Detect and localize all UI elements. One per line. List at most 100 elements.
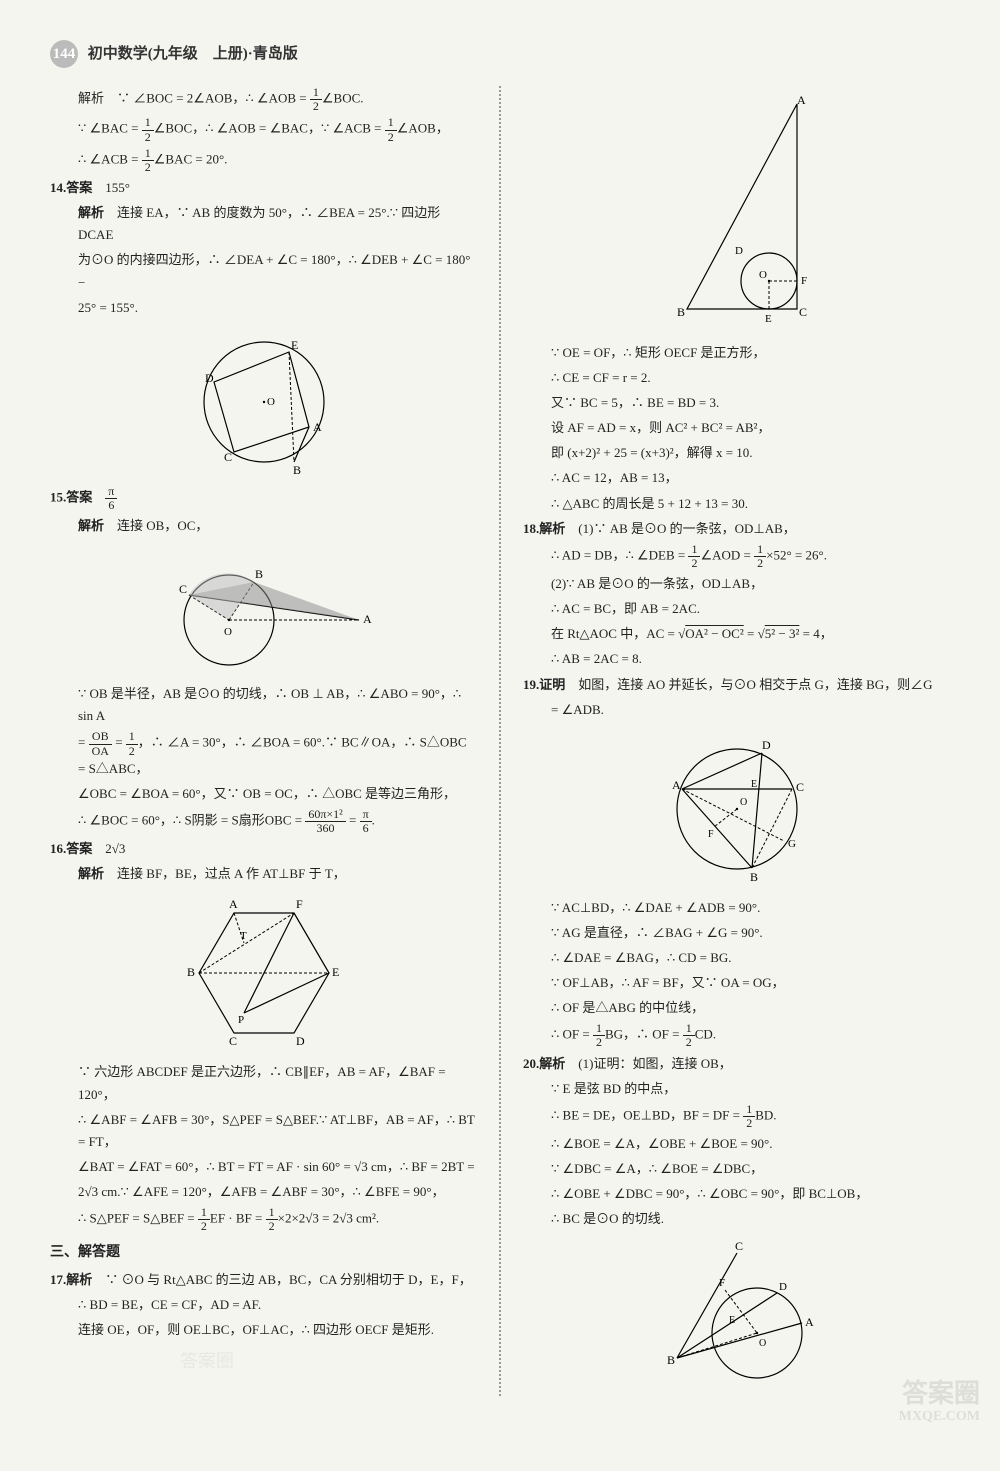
q14-answer: 14.答案 155° bbox=[50, 177, 477, 199]
svg-text:B: B bbox=[750, 870, 758, 884]
q14-jx2: 为⊙O 的内接四边形，∴ ∠DEA + ∠C = 180°，∴ ∠DEB + ∠… bbox=[50, 249, 477, 293]
q17-r4: 设 AF = AD = x，则 AC² + BC² = AB²， bbox=[523, 417, 950, 439]
q16-figure: A F E D C B T P bbox=[50, 893, 477, 1053]
q19-r2: ∵ AG 是直径，∴ ∠BAG + ∠G = 90°. bbox=[523, 922, 950, 944]
q18-l4: ∴ AC = BC，即 AB = 2AC. bbox=[523, 598, 950, 620]
q15-l3: ∠OBC = ∠BOA = 60°，又∵ OB = OC，∴ △OBC 是等边三… bbox=[50, 783, 477, 805]
q20-jx: 20.解析 (1)证明：如图，连接 OB， bbox=[523, 1053, 950, 1075]
q13-l1: 解析 ∵ ∠BOC = 2∠AOB，∴ ∠AOB = 12∠BOC. bbox=[50, 86, 477, 113]
q20-l6: ∴ ∠OBE + ∠DBC = 90°，∴ ∠OBC = 90°，即 BC⊥OB… bbox=[523, 1183, 950, 1205]
q16-l3: ∠BAT = ∠FAT = 60°，∴ BT = FT = AF · sin 6… bbox=[50, 1156, 477, 1178]
right-column: A B C D E F O ∵ OE = OF，∴ 矩形 OECF 是正方形， … bbox=[523, 86, 950, 1396]
svg-text:A: A bbox=[805, 1315, 814, 1329]
q20-figure: C B A D F E O bbox=[523, 1238, 950, 1388]
svg-text:G: G bbox=[788, 838, 796, 850]
svg-text:O: O bbox=[267, 396, 275, 408]
q17-l3: 连接 OE，OF，则 OE⊥BC，OF⊥AC，∴ 四边形 OECF 是矩形. bbox=[50, 1319, 477, 1341]
q20-l5: ∵ ∠DBC = ∠A，∴ ∠BOE = ∠DBC， bbox=[523, 1158, 950, 1180]
svg-text:C: C bbox=[735, 1239, 743, 1253]
svg-text:E: E bbox=[729, 1315, 735, 1326]
svg-text:T: T bbox=[240, 930, 247, 942]
q17-r6: ∴ AC = 12，AB = 13， bbox=[523, 467, 950, 489]
watermark: 答案圈 MXQE.COM bbox=[899, 1380, 980, 1424]
svg-text:F: F bbox=[296, 897, 303, 911]
svg-text:D: D bbox=[205, 371, 214, 385]
q19-r3: ∴ ∠DAE = ∠BAG，∴ CD = BG. bbox=[523, 947, 950, 969]
watermark-l2: MXQE.COM bbox=[899, 1409, 980, 1424]
q14-jx1: 解析 连接 EA，∵ AB 的度数为 50°，∴ ∠BEA = 25°.∵ 四边… bbox=[50, 202, 477, 246]
svg-text:P: P bbox=[238, 1014, 244, 1026]
faint-watermark: 答案圈 bbox=[180, 1346, 234, 1377]
q14-jx3: 25° = 155°. bbox=[50, 297, 477, 319]
q16-l2: ∴ ∠ABF = ∠AFB = 30°，S△PEF = S△BEF.∵ AT⊥B… bbox=[50, 1109, 477, 1153]
page-title: 初中数学(九年级 上册)·青岛版 bbox=[88, 46, 298, 62]
left-column: 解析 ∵ ∠BOC = 2∠AOB，∴ ∠AOB = 12∠BOC. ∵ ∠BA… bbox=[50, 86, 477, 1396]
svg-text:D: D bbox=[762, 738, 771, 752]
q16-jx: 解析 连接 BF，BE，过点 A 作 AT⊥BF 于 T， bbox=[50, 863, 477, 885]
q19-l2: = ∠ADB. bbox=[523, 699, 950, 721]
q19-r6: ∴ OF = 12BG，∴ OF = 12CD. bbox=[523, 1022, 950, 1049]
svg-text:B: B bbox=[293, 463, 301, 477]
svg-text:B: B bbox=[255, 567, 263, 581]
svg-text:A: A bbox=[229, 897, 238, 911]
q18-jx: 18.解析 (1)∵ AB 是⊙O 的一条弦，OD⊥AB， bbox=[523, 518, 950, 540]
q15-figure: C B A O bbox=[50, 545, 477, 675]
svg-text:E: E bbox=[765, 313, 772, 325]
svg-text:C: C bbox=[796, 780, 804, 794]
q18-l2: ∴ AD = DB，∴ ∠DEB = 12∠AOD = 12×52° = 26°… bbox=[523, 543, 950, 570]
q15-answer: 15.答案 π6 bbox=[50, 485, 477, 512]
svg-text:B: B bbox=[667, 1353, 675, 1367]
q15-l2: = OBOA = 12，∴ ∠A = 30°，∴ ∠BOA = 60°.∵ BC… bbox=[50, 730, 477, 779]
q20-l4: ∴ ∠BOE = ∠A，∠OBE + ∠BOE = 90°. bbox=[523, 1133, 950, 1155]
q19-r4: ∵ OF⊥AB，∴ AF = BF，又∵ OA = OG， bbox=[523, 972, 950, 994]
svg-text:O: O bbox=[759, 1338, 766, 1349]
q16-l5: ∴ S△PEF = S△BEF = 12EF · BF = 12×2×2√3 =… bbox=[50, 1206, 477, 1233]
svg-text:F: F bbox=[708, 829, 714, 840]
svg-text:F: F bbox=[801, 275, 807, 287]
q20-l2: ∵ E 是弦 BD 的中点， bbox=[523, 1078, 950, 1100]
two-columns: 解析 ∵ ∠BOC = 2∠AOB，∴ ∠AOB = 12∠BOC. ∵ ∠BA… bbox=[50, 86, 950, 1396]
svg-text:B: B bbox=[677, 305, 685, 319]
svg-text:A: A bbox=[797, 94, 806, 107]
q19-r5: ∴ OF 是△ABG 的中位线， bbox=[523, 997, 950, 1019]
q15-l1: ∵ OB 是半径，AB 是⊙O 的切线，∴ OB ⊥ AB，∴ ∠ABO = 9… bbox=[50, 683, 477, 727]
q15-jx: 解析 连接 OB，OC， bbox=[50, 515, 477, 537]
q17-r2: ∴ CE = CF = r = 2. bbox=[523, 367, 950, 389]
svg-text:D: D bbox=[296, 1034, 305, 1048]
q17-r1: ∵ OE = OF，∴ 矩形 OECF 是正方形， bbox=[523, 342, 950, 364]
q17-r5: 即 (x+2)² + 25 = (x+3)²，解得 x = 10. bbox=[523, 442, 950, 464]
svg-text:B: B bbox=[187, 965, 195, 979]
watermark-l1: 答案圈 bbox=[899, 1380, 980, 1409]
svg-text:O: O bbox=[759, 269, 767, 281]
svg-text:A: A bbox=[313, 420, 322, 434]
q18-l6: ∴ AB = 2AC = 8. bbox=[523, 648, 950, 670]
q19-figure: A D C B G O E F bbox=[523, 729, 950, 889]
q17-r3: 又∵ BC = 5，∴ BE = BD = 3. bbox=[523, 392, 950, 414]
svg-text:A: A bbox=[363, 612, 372, 626]
q17-jx: 17.解析 ∵ ⊙O 与 Rt△ABC 的三边 AB，BC，CA 分别相切于 D… bbox=[50, 1269, 477, 1291]
q14-figure: D E A C B O bbox=[50, 327, 477, 477]
q15-l4: ∴ ∠BOC = 60°，∴ S阴影 = S扇形OBC = 60π×1²360 … bbox=[50, 808, 477, 835]
q17-l2: ∴ BD = BE，CE = CF，AD = AF. bbox=[50, 1294, 477, 1316]
svg-text:O: O bbox=[224, 626, 232, 638]
q19-zm: 19.证明 如图，连接 AO 并延长，与⊙O 相交于点 G，连接 BG，则∠G bbox=[523, 674, 950, 696]
q18-l3: (2)∵ AB 是⊙O 的一条弦，OD⊥AB， bbox=[523, 573, 950, 595]
svg-text:C: C bbox=[229, 1034, 237, 1048]
q17-figure: A B C D E F O bbox=[523, 94, 950, 334]
svg-text:D: D bbox=[735, 245, 743, 257]
svg-text:A: A bbox=[672, 778, 681, 792]
column-divider bbox=[499, 86, 501, 1396]
svg-text:E: E bbox=[291, 338, 298, 352]
q16-l1: ∵ 六边形 ABCDEF 是正六边形，∴ CB∥EF，AB = AF，∠BAF … bbox=[50, 1061, 477, 1105]
svg-text:C: C bbox=[224, 450, 232, 464]
svg-text:F: F bbox=[719, 1277, 725, 1289]
q19-r1: ∵ AC⊥BD，∴ ∠DAE + ∠ADB = 90°. bbox=[523, 897, 950, 919]
q16-answer: 16.答案 2√3 bbox=[50, 838, 477, 860]
section-3-title: 三、解答题 bbox=[50, 1241, 477, 1265]
svg-text:C: C bbox=[799, 305, 807, 319]
q13-l2: ∵ ∠BAC = 12∠BOC，∴ ∠AOB = ∠BAC，∵ ∠ACB = 1… bbox=[50, 116, 477, 143]
q20-l3: ∴ BE = DE，OE⊥BD，BF = DF = 12BD. bbox=[523, 1103, 950, 1130]
svg-text:D: D bbox=[779, 1281, 787, 1293]
q13-l3: ∴ ∠ACB = 12∠BAC = 20°. bbox=[50, 147, 477, 174]
svg-text:O: O bbox=[740, 797, 747, 808]
